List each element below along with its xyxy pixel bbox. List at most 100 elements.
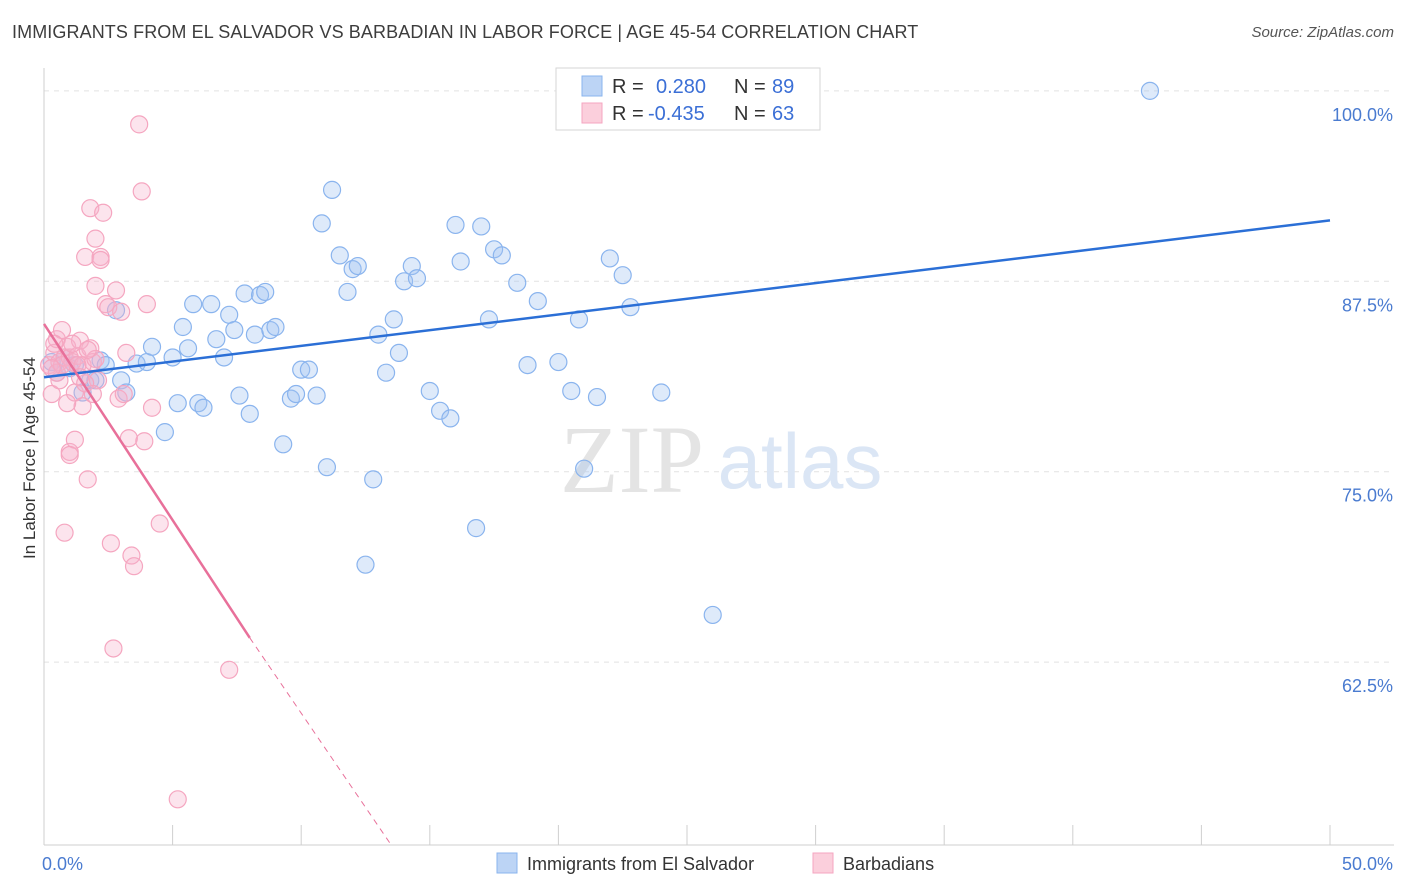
el-salvador-point-63 <box>451 252 470 271</box>
trend-lines <box>42 219 1331 846</box>
barbadian-point-61 <box>42 359 61 378</box>
el-salvador-point-54 <box>384 310 403 329</box>
el-salvador-point-36 <box>266 317 285 337</box>
legend-swatch-pink <box>581 102 603 124</box>
el-salvador-point-37 <box>274 435 293 454</box>
el-salvador-point-18 <box>168 394 187 413</box>
el-salvador-point-32 <box>245 325 265 344</box>
barbadian-point-20 <box>78 470 97 489</box>
bottom-legend-label-pink: Barbadians <box>843 854 934 874</box>
el-salvador-point-16 <box>155 423 174 442</box>
el-salvador-point-76 <box>587 387 607 407</box>
el-salvador-point-35 <box>261 320 280 340</box>
legend-r-label-1: R = <box>612 76 644 98</box>
bottom-legend-swatch-blue <box>496 852 518 874</box>
trend-line-barbadians-extension <box>249 637 392 846</box>
barbadian-point-43 <box>135 432 154 451</box>
series-el-salvador-points <box>42 81 1160 625</box>
watermark-zip: ZIP <box>560 406 704 513</box>
bottom-legend-swatch-pink <box>812 852 834 874</box>
el-salvador-point-59 <box>420 381 439 401</box>
y-tick-labels: 62.5% 75.0% 87.5% 100.0% <box>1332 105 1393 696</box>
el-salvador-point-51 <box>364 470 383 489</box>
el-salvador-point-19 <box>173 317 192 337</box>
el-salvador-point-47 <box>338 282 357 302</box>
y-tick-label-3: 100.0% <box>1332 105 1393 125</box>
barbadian-point-1 <box>42 384 61 404</box>
el-salvador-point-45 <box>322 180 342 199</box>
barbadian-point-29 <box>96 295 115 314</box>
el-salvador-point-68 <box>492 246 511 265</box>
barbadian-point-24 <box>86 276 105 295</box>
barbadian-point-46 <box>150 514 169 533</box>
barbadian-point-6 <box>52 320 72 340</box>
barbadian-point-41 <box>130 115 149 134</box>
el-salvador-point-77 <box>600 249 619 268</box>
el-salvador-point-25 <box>207 330 226 349</box>
bottom-legend: Immigrants from El Salvador Barbadians <box>496 852 934 874</box>
el-salvador-point-69 <box>508 273 527 292</box>
el-salvador-point-66 <box>479 310 499 329</box>
trend-line-barbadians <box>42 323 251 639</box>
el-salvador-point-15 <box>142 337 162 356</box>
y-tick-label-0: 62.5% <box>1342 676 1393 696</box>
y-tick-label-2: 87.5% <box>1342 295 1393 315</box>
barbadian-point-49 <box>91 250 110 270</box>
barbadian-point-57 <box>63 334 82 353</box>
barbadian-point-32 <box>104 639 123 658</box>
barbadian-point-39 <box>122 546 141 565</box>
el-salvador-point-65 <box>472 217 491 236</box>
el-salvador-point-53 <box>376 363 396 382</box>
el-salvador-point-70 <box>518 355 537 375</box>
el-salvador-point-75 <box>575 459 594 478</box>
el-salvador-point-40 <box>292 360 311 379</box>
barbadian-point-53 <box>86 349 105 369</box>
el-salvador-point-48 <box>343 260 362 279</box>
el-salvador-point-33 <box>250 285 270 305</box>
el-salvador-point-64 <box>466 519 486 538</box>
el-salvador-point-55 <box>389 343 409 362</box>
el-salvador-point-20 <box>178 339 198 358</box>
barbadian-point-48 <box>220 660 239 679</box>
barbadian-point-47 <box>168 790 187 809</box>
legend-n-label-2: N = <box>734 103 766 125</box>
el-salvador-point-31 <box>240 404 259 423</box>
el-salvador-point-39 <box>286 384 306 404</box>
el-salvador-point-41 <box>299 360 319 379</box>
x-tick-label-start: 0.0% <box>42 854 83 874</box>
el-salvador-point-24 <box>202 295 221 314</box>
bottom-legend-label-blue: Immigrants from El Salvador <box>527 854 754 874</box>
el-salvador-point-62 <box>446 215 465 235</box>
el-salvador-point-72 <box>549 352 568 372</box>
barbadian-point-44 <box>137 295 156 314</box>
barbadian-point-62 <box>78 340 97 359</box>
barbadian-point-33 <box>106 281 126 300</box>
legend-n-value-2: 63 <box>772 103 794 125</box>
el-salvador-point-61 <box>441 409 460 428</box>
legend-r-label-2: R = <box>612 103 644 125</box>
el-salvador-point-14 <box>137 352 156 372</box>
watermark: ZIP atlas <box>560 406 882 513</box>
grid-lines <box>44 90 1394 663</box>
el-salvador-point-44 <box>317 458 337 477</box>
barbadian-point-25 <box>86 229 105 248</box>
el-salvador-point-26 <box>214 348 234 367</box>
source-label: Source: ZipAtlas.com <box>1251 24 1394 41</box>
el-salvador-point-81 <box>703 605 722 625</box>
barbadian-point-42 <box>132 182 151 201</box>
barbadian-point-40 <box>124 557 144 576</box>
el-salvador-point-43 <box>312 214 331 233</box>
el-salvador-point-27 <box>220 305 239 324</box>
legend-r-value-1: 0.280 <box>656 76 706 98</box>
el-salvador-point-78 <box>613 266 632 285</box>
el-salvador-point-46 <box>330 246 349 265</box>
el-salvador-point-73 <box>562 381 581 401</box>
el-salvador-point-50 <box>356 555 375 574</box>
barbadian-point-31 <box>101 534 120 553</box>
barbadian-point-37 <box>117 343 136 362</box>
barbadian-point-28 <box>94 203 113 222</box>
legend-swatch-blue <box>581 75 603 97</box>
x-tick-label-end: 50.0% <box>1342 854 1393 874</box>
el-salvador-point-28 <box>225 320 244 340</box>
